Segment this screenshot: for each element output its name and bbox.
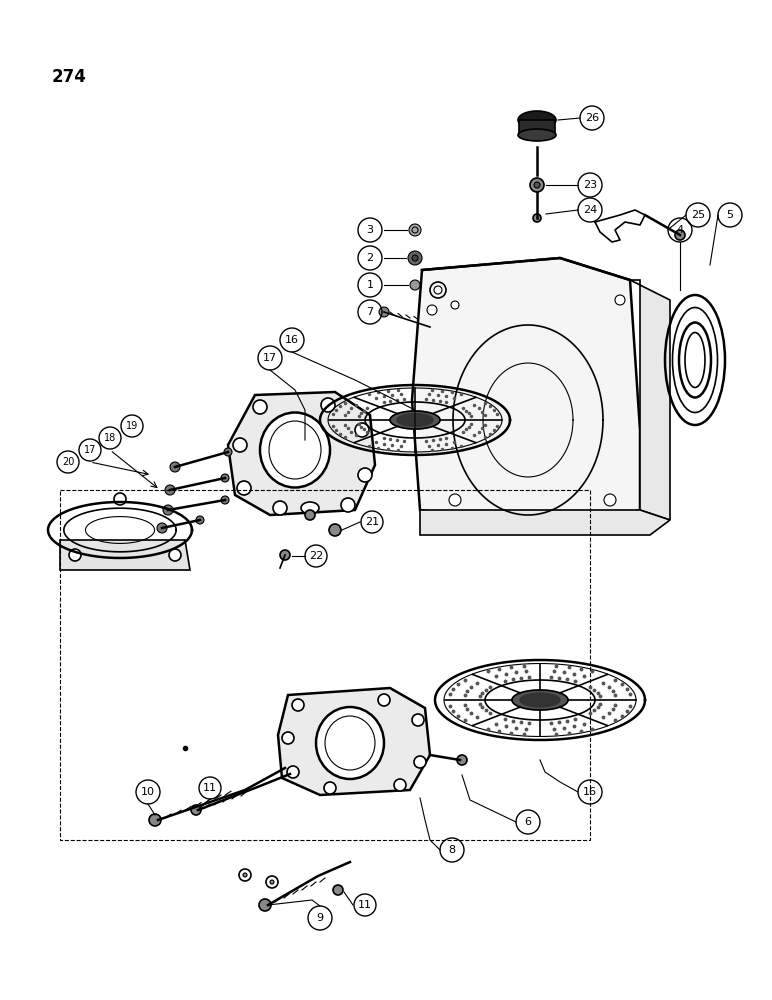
Ellipse shape (316, 707, 384, 779)
Text: 23: 23 (583, 180, 597, 190)
Text: 9: 9 (317, 913, 323, 923)
Circle shape (409, 224, 421, 236)
Text: 11: 11 (358, 900, 372, 910)
Text: 19: 19 (126, 421, 138, 431)
Circle shape (358, 468, 372, 482)
Circle shape (169, 549, 181, 561)
Circle shape (149, 814, 161, 826)
Polygon shape (512, 690, 568, 710)
Circle shape (259, 899, 271, 911)
Circle shape (237, 481, 251, 495)
Text: 17: 17 (263, 353, 277, 363)
Circle shape (305, 510, 315, 520)
Circle shape (253, 400, 267, 414)
Text: 17: 17 (84, 445, 96, 455)
Text: 10: 10 (141, 787, 155, 797)
Polygon shape (519, 120, 555, 135)
Circle shape (355, 423, 369, 437)
Circle shape (333, 885, 343, 895)
Text: 7: 7 (367, 307, 374, 317)
Circle shape (270, 880, 274, 884)
Circle shape (282, 732, 294, 744)
Text: 6: 6 (524, 817, 531, 827)
Circle shape (408, 251, 422, 265)
Circle shape (266, 876, 278, 888)
Polygon shape (412, 258, 640, 530)
Polygon shape (278, 688, 430, 795)
Circle shape (280, 550, 290, 560)
Text: 8: 8 (449, 845, 455, 855)
Circle shape (239, 869, 251, 881)
Text: 20: 20 (62, 457, 74, 467)
Circle shape (412, 255, 418, 261)
Circle shape (233, 438, 247, 452)
Circle shape (243, 873, 247, 877)
Circle shape (170, 462, 180, 472)
Polygon shape (420, 510, 670, 535)
Circle shape (114, 493, 126, 505)
Text: 18: 18 (104, 433, 116, 443)
Circle shape (165, 485, 175, 495)
Circle shape (273, 501, 287, 515)
Text: 2: 2 (367, 253, 374, 263)
Circle shape (410, 280, 420, 290)
Text: 25: 25 (691, 210, 705, 220)
Circle shape (615, 295, 625, 305)
Ellipse shape (518, 129, 556, 141)
Circle shape (451, 301, 459, 309)
Circle shape (287, 766, 299, 778)
Text: 22: 22 (309, 551, 323, 561)
Circle shape (69, 549, 81, 561)
Text: 16: 16 (285, 335, 299, 345)
Circle shape (196, 516, 204, 524)
Circle shape (449, 494, 461, 506)
Circle shape (604, 494, 616, 506)
Circle shape (378, 694, 390, 706)
Text: 3: 3 (367, 225, 374, 235)
Ellipse shape (518, 111, 556, 129)
Polygon shape (397, 414, 433, 426)
Bar (60, 490, 590, 840)
Circle shape (191, 805, 201, 815)
Circle shape (675, 230, 685, 240)
Circle shape (534, 182, 540, 188)
Circle shape (533, 214, 541, 222)
Circle shape (224, 448, 232, 456)
Text: 274: 274 (52, 68, 87, 86)
Polygon shape (390, 411, 440, 429)
Circle shape (394, 779, 406, 791)
Circle shape (457, 755, 467, 765)
Text: 24: 24 (583, 205, 597, 215)
Circle shape (157, 523, 167, 533)
Text: 1: 1 (367, 280, 374, 290)
Circle shape (125, 556, 135, 566)
Polygon shape (520, 693, 560, 707)
Text: 21: 21 (365, 517, 379, 527)
Text: 26: 26 (585, 113, 599, 123)
Circle shape (329, 524, 341, 536)
Polygon shape (60, 540, 190, 570)
Text: 4: 4 (676, 225, 683, 235)
Circle shape (427, 305, 437, 315)
Text: 11: 11 (203, 783, 217, 793)
Text: 16: 16 (583, 787, 597, 797)
Circle shape (341, 498, 355, 512)
Circle shape (292, 699, 304, 711)
Circle shape (321, 398, 335, 412)
Circle shape (379, 307, 389, 317)
Polygon shape (630, 280, 670, 520)
Circle shape (163, 505, 173, 515)
Circle shape (530, 178, 544, 192)
Circle shape (105, 556, 115, 566)
Ellipse shape (260, 412, 330, 488)
Circle shape (324, 782, 336, 794)
Polygon shape (228, 392, 375, 515)
Circle shape (414, 756, 426, 768)
Circle shape (221, 496, 229, 504)
Circle shape (412, 714, 424, 726)
Text: 5: 5 (726, 210, 733, 220)
Circle shape (221, 474, 229, 482)
Ellipse shape (301, 502, 319, 514)
